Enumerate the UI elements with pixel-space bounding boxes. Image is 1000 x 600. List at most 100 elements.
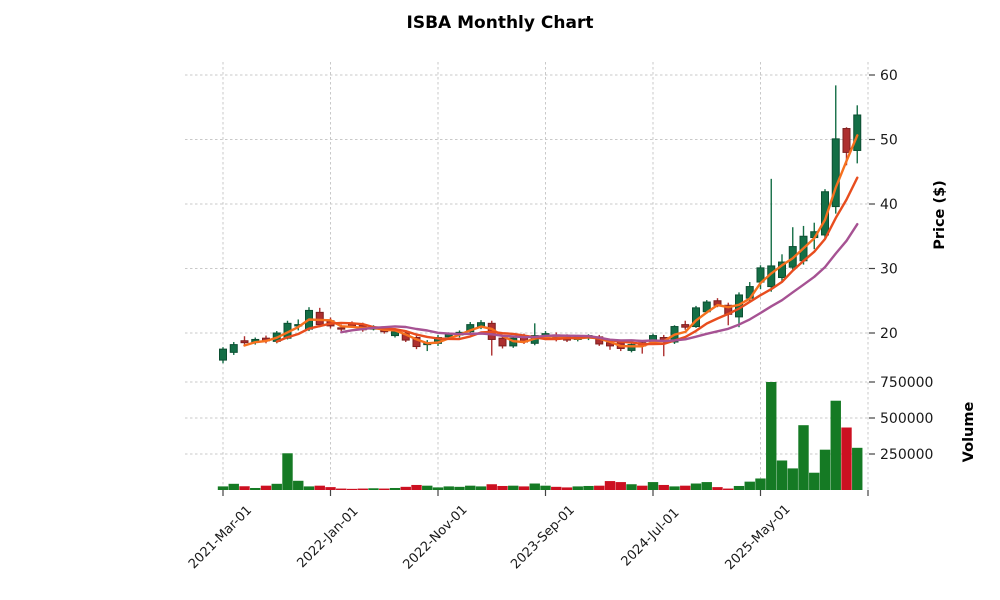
volume-bar — [819, 449, 831, 490]
volume-bar — [766, 382, 777, 490]
volume-bar — [830, 400, 841, 490]
candle-body — [831, 138, 840, 208]
volume-axis-label: Volume — [961, 402, 977, 463]
volume-bar — [314, 485, 325, 490]
volume-bar — [798, 425, 809, 490]
candle-body — [778, 261, 786, 279]
volume-tick-label: 500000 — [880, 411, 933, 427]
volume-bar — [583, 485, 594, 490]
volume-bar — [518, 486, 530, 490]
volume-bar — [368, 488, 379, 490]
date-tick-label: 2022-Nov-01 — [401, 503, 471, 573]
candle-body — [315, 311, 324, 326]
volume-bar — [733, 485, 745, 490]
volume-bar — [787, 468, 798, 490]
volume-bar — [561, 487, 573, 490]
candle-body — [229, 344, 238, 353]
moving-average-6-line — [275, 176, 859, 346]
date-tick-label: 2025-May-01 — [722, 502, 793, 573]
price-tick-label: 60 — [880, 68, 898, 84]
volume-bar — [626, 484, 637, 490]
date-tick-label: 2024-Jul-01 — [619, 506, 683, 570]
volume-bar — [303, 486, 315, 490]
volume-bar — [852, 447, 863, 490]
date-tick-label: 2021-Mar-01 — [186, 503, 255, 572]
volume-bar — [250, 487, 261, 490]
volume-bar — [755, 478, 766, 490]
volume-tick-label: 250000 — [880, 447, 933, 463]
volume-bar — [357, 488, 368, 490]
volume-bar — [228, 483, 239, 490]
candle-body — [842, 128, 851, 153]
volume-bar — [690, 483, 702, 490]
candle-body — [219, 348, 227, 361]
volume-bar — [411, 484, 422, 490]
volume-tick-label: 750000 — [880, 375, 933, 391]
volume-bar — [658, 484, 669, 490]
price-tick-label: 30 — [880, 261, 898, 277]
volume-bar — [475, 486, 487, 490]
candle-body — [240, 340, 249, 344]
volume-bar — [346, 488, 358, 490]
volume-bar — [486, 484, 497, 490]
candle-body — [337, 327, 346, 330]
date-tick-label: 2023-Sep-01 — [508, 503, 578, 573]
volume-bar — [841, 427, 852, 490]
volume-bar — [744, 481, 755, 490]
candle-body — [821, 191, 829, 236]
volume-bar — [422, 485, 433, 490]
volume-bars-layer — [217, 382, 863, 490]
tick-marks-layer — [222, 74, 875, 496]
price-tick-label: 50 — [880, 132, 898, 148]
volume-bar — [615, 482, 626, 490]
volume-bar — [637, 485, 648, 490]
candle-body — [627, 344, 636, 351]
volume-bar — [776, 460, 788, 490]
volume-bar — [389, 487, 401, 490]
volume-bar — [325, 487, 336, 490]
moving-average-3-line — [243, 134, 859, 348]
volume-bar — [540, 485, 551, 490]
volume-bar — [443, 486, 454, 490]
volume-bar — [217, 486, 229, 490]
volume-bar — [723, 488, 734, 490]
volume-bar — [400, 486, 411, 490]
volume-bar — [282, 453, 293, 490]
volume-bar — [497, 485, 508, 490]
volume-bar — [572, 486, 583, 490]
candles-layer — [219, 85, 862, 364]
date-tick-label: 2022-Jan-01 — [295, 504, 362, 571]
volume-bar — [260, 485, 272, 490]
volume-bar — [336, 488, 347, 490]
volume-bar — [239, 486, 250, 490]
volume-bar — [271, 483, 282, 490]
moving-averages-layer — [243, 134, 859, 348]
volume-bar — [647, 482, 659, 490]
price-axis-label: Price ($) — [932, 180, 948, 250]
volume-bar — [454, 486, 465, 490]
gridlines-layer — [185, 62, 869, 490]
volume-bar — [465, 485, 476, 490]
price-tick-label: 40 — [880, 197, 898, 213]
volume-bar — [669, 486, 680, 490]
chart-title: ISBA Monthly Chart — [407, 13, 594, 33]
candle-body — [412, 337, 421, 348]
volume-bar — [551, 486, 562, 490]
volume-bar — [508, 485, 519, 490]
price-tick-label: 20 — [880, 326, 898, 342]
candle-body — [681, 324, 690, 328]
moving-average-12-line — [340, 222, 859, 343]
volume-bar — [379, 488, 390, 490]
volume-bar — [712, 487, 723, 490]
volume-bar — [293, 480, 304, 490]
candle-body — [391, 331, 399, 337]
candle-body — [853, 114, 862, 151]
volume-bar — [809, 472, 820, 490]
volume-bar — [604, 481, 616, 490]
candle-body — [498, 337, 507, 347]
volume-bar — [529, 483, 540, 490]
volume-bar — [432, 487, 444, 490]
volume-bar — [680, 485, 691, 490]
